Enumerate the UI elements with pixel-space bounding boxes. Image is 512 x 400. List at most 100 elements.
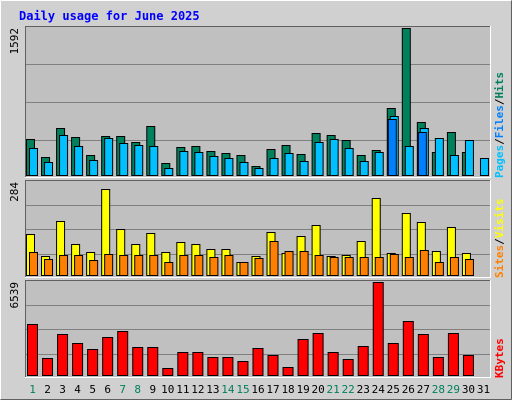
x-tick-label-24: 24 [372, 383, 386, 396]
legend-entry-pages: Pages [493, 145, 506, 178]
bar-sites-day-9 [149, 255, 159, 276]
bar-sites-day-11 [179, 255, 189, 276]
bar-kbytes-day-20 [312, 333, 324, 376]
bar-files-day-18 [284, 153, 294, 176]
bar-sites-day-16 [254, 258, 264, 276]
panel-visits-sites: 284 Sites/Visits [8, 180, 506, 278]
legend-entry-kbytes: KBytes [493, 338, 506, 378]
bar-files-day-24 [374, 152, 384, 176]
bar-sites-day-4 [74, 255, 84, 276]
bar-files-day-8 [134, 145, 144, 176]
bar-kbytes-day-2 [42, 358, 54, 376]
bar-sites-day-12 [194, 255, 204, 276]
x-tick-label-26: 26 [402, 383, 415, 396]
x-tick-label-7: 7 [119, 383, 126, 396]
x-tick-label-17: 17 [266, 383, 279, 396]
bar-kbytes-day-17 [267, 355, 279, 376]
bar-kbytes-day-25 [387, 343, 399, 376]
bar-kbytes-day-7 [117, 331, 129, 376]
bar-kbytes-day-13 [207, 357, 219, 376]
x-tick-label-22: 22 [342, 383, 355, 396]
x-tick-label-27: 27 [417, 383, 430, 396]
bar-files-day-26 [404, 146, 414, 176]
bar-sites-day-22 [344, 257, 354, 276]
x-tick-label-23: 23 [357, 383, 370, 396]
bar-files-day-1 [29, 148, 38, 176]
bar-sites-day-18 [284, 251, 294, 276]
bar-sites-day-3 [59, 255, 69, 276]
legend-separator: / [493, 138, 506, 145]
bar-kbytes-day-15 [237, 361, 249, 376]
bar-files-day-17 [269, 158, 279, 176]
bar-kbytes-day-21 [327, 352, 339, 376]
bar-sites-day-28 [434, 262, 444, 276]
bar-files-day-21 [329, 139, 339, 176]
x-tick-label-13: 13 [206, 383, 219, 396]
bar-sites-day-26 [404, 257, 414, 276]
x-tick-label-28: 28 [432, 383, 445, 396]
x-axis-labels: 1 2 3 4 5 6 7 8 9 10 11 12 13 14 15 16 17 18 19 20 21 22 23 24 2… [29, 383, 490, 396]
bar-sites-day-6 [104, 254, 114, 276]
bar-kbytes-day-11 [177, 352, 189, 376]
bar-sites-day-5 [89, 260, 99, 276]
bar-kbytes-day-12 [192, 352, 204, 376]
bar-sites-day-15 [239, 262, 249, 276]
chart-title: Daily usage for June 2025 [19, 9, 200, 23]
x-tick-label-29: 29 [447, 383, 460, 396]
bar-files-day-14 [224, 158, 234, 176]
x-tick-label-2: 2 [44, 383, 51, 396]
bar-files-day-3 [59, 135, 69, 176]
bar-kbytes-day-4 [72, 343, 84, 376]
bar-kbytes-day-3 [57, 334, 69, 376]
bar-sites-day-19 [299, 251, 309, 276]
bar-files-day-29 [449, 155, 459, 176]
x-tick-label-3: 3 [59, 383, 66, 396]
bar-sites-day-27 [419, 250, 429, 276]
bar-files-day-23 [359, 161, 369, 176]
bar-sites-day-17 [269, 241, 279, 276]
x-tick-label-31: 31 [477, 383, 490, 396]
bar-kbytes-day-22 [342, 359, 354, 376]
bar-files-day-2 [44, 162, 54, 176]
bar-kbytes-day-16 [252, 348, 264, 376]
bar-sites-day-8 [134, 255, 144, 276]
bar-pages-day-25 [387, 119, 397, 176]
x-tick-label-9: 9 [149, 383, 156, 396]
bar-files-day-31 [479, 158, 489, 176]
x-tick-label-11: 11 [176, 383, 189, 396]
bar-sites-day-14 [224, 255, 234, 276]
bar-files-day-19 [299, 161, 309, 176]
bar-sites-day-2 [44, 259, 54, 276]
bar-files-day-13 [209, 156, 219, 176]
bar-files-day-11 [179, 151, 189, 176]
bar-kbytes-day-23 [357, 346, 369, 376]
bar-files-day-30 [464, 140, 474, 176]
x-tick-label-30: 30 [462, 383, 475, 396]
x-tick-label-14: 14 [221, 383, 235, 396]
bar-files-day-5 [89, 160, 99, 176]
legend-entry-files: Files [493, 105, 506, 138]
bar-pages-day-27 [417, 132, 427, 176]
panel-legend-label: Sites/Visits [493, 199, 506, 279]
bar-files-day-22 [344, 148, 354, 176]
legend-separator: / [493, 238, 506, 245]
bar-files-day-10 [164, 168, 174, 176]
bar-files-day-12 [194, 152, 204, 176]
bar-sites-day-20 [314, 255, 324, 276]
bar-sites-day-10 [164, 262, 174, 276]
bar-kbytes-day-1 [27, 324, 38, 376]
x-tick-label-25: 25 [387, 383, 400, 396]
bar-kbytes-day-19 [297, 339, 309, 376]
bar-sites-day-7 [119, 255, 129, 276]
bar-kbytes-day-27 [417, 334, 429, 376]
x-tick-label-16: 16 [251, 383, 264, 396]
legend-entry-visits: Visits [493, 199, 506, 239]
x-tick-label-6: 6 [104, 383, 111, 396]
x-tick-label-1: 1 [29, 383, 36, 396]
y-max-label: 284 [8, 182, 21, 202]
x-tick-label-10: 10 [161, 383, 174, 396]
bar-kbytes-day-29 [447, 333, 459, 376]
legend-separator: / [493, 98, 506, 105]
bar-files-day-15 [239, 162, 249, 176]
bar-sites-day-21 [329, 257, 339, 276]
